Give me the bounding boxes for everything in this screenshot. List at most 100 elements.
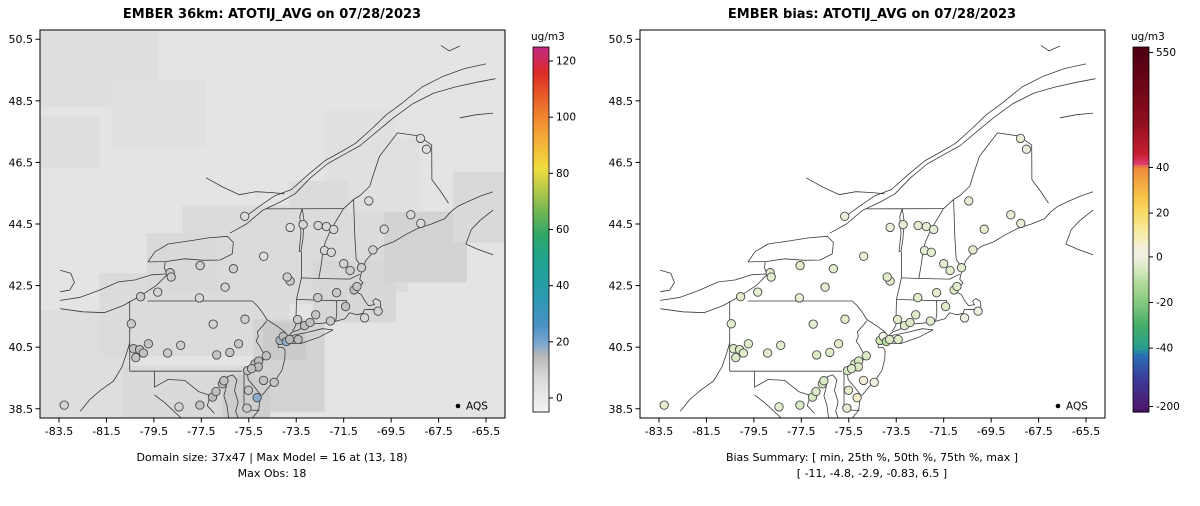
- station-marker: [841, 212, 849, 220]
- station-marker: [739, 349, 747, 357]
- station-marker: [357, 264, 365, 272]
- station-marker: [213, 351, 221, 359]
- station-marker: [139, 349, 147, 357]
- bias-caption-line-1: Bias Summary: [ min, 25th %, 50th %, 75t…: [726, 451, 1018, 464]
- x-tick-label: -67.5: [1024, 425, 1052, 438]
- station-marker: [860, 252, 868, 260]
- colorbar-tick-label: 20: [556, 336, 569, 348]
- station-marker: [813, 351, 821, 359]
- map-outline: [862, 341, 885, 396]
- station-marker: [885, 335, 893, 343]
- station-marker: [177, 341, 185, 349]
- raster-cell: [453, 172, 505, 243]
- x-tick-label: -77.5: [787, 425, 815, 438]
- station-marker: [332, 289, 340, 297]
- x-tick-label: -81.5: [692, 425, 720, 438]
- y-tick-label: 48.5: [609, 95, 634, 108]
- station-marker: [744, 340, 752, 348]
- station-marker: [812, 387, 820, 395]
- station-marker: [175, 403, 183, 411]
- model-panel: EMBER 36km: ATOTIJ_AVG on 07/28/2023 -83…: [0, 0, 600, 502]
- station-marker: [932, 289, 940, 297]
- station-marker: [930, 225, 938, 233]
- station-marker: [306, 318, 314, 326]
- map-outline: [954, 199, 962, 267]
- station-marker: [754, 288, 762, 296]
- x-tick-label: -73.5: [282, 425, 310, 438]
- y-tick-label: 48.5: [9, 95, 34, 108]
- axes-layer: -83.5-81.5-79.5-77.5-75.5-73.5-71.5-69.5…: [609, 30, 1106, 438]
- bias-panel-title: EMBER bias: ATOTIJ_AVG on 07/28/2023: [728, 7, 1016, 22]
- station-marker: [899, 220, 907, 228]
- station-marker: [299, 220, 307, 228]
- colorbar-tick-label: 550: [1156, 47, 1176, 59]
- colorbar-unit-label: ug/m3: [1131, 31, 1165, 43]
- station-marker: [821, 283, 829, 291]
- station-marker: [834, 340, 842, 348]
- y-tick-label: 40.5: [9, 341, 34, 354]
- map-outline: [660, 274, 767, 301]
- basemap-layer: [660, 45, 1095, 418]
- map-outline: [936, 301, 937, 322]
- map-outline: [919, 208, 944, 278]
- station-marker: [330, 225, 338, 233]
- x-tick-label: -67.5: [424, 425, 452, 438]
- y-tick-label: 42.5: [609, 280, 634, 293]
- station-marker: [167, 273, 175, 281]
- colorbar-tick-label: -20: [1156, 297, 1173, 309]
- station-marker: [196, 261, 204, 269]
- map-outline: [806, 178, 884, 195]
- colorbar-tick-label: 40: [556, 280, 569, 292]
- station-marker: [829, 265, 837, 273]
- station-marker: [132, 353, 140, 361]
- colorbar-tick-label: 60: [556, 224, 569, 236]
- stations-layer: [660, 134, 1031, 412]
- station-marker: [906, 318, 914, 326]
- station-marker: [60, 401, 68, 409]
- station-marker: [360, 314, 368, 322]
- map-outline: [748, 236, 834, 262]
- station-marker: [314, 221, 322, 229]
- station-marker: [417, 219, 425, 227]
- map-outline: [867, 320, 886, 333]
- map-outline: [1060, 113, 1093, 118]
- station-marker: [965, 197, 973, 205]
- station-marker: [960, 314, 968, 322]
- station-marker: [914, 221, 922, 229]
- station-marker: [212, 387, 220, 395]
- map-outline: [899, 209, 904, 252]
- station-marker: [163, 349, 171, 357]
- station-marker: [407, 211, 415, 219]
- station-marker: [914, 293, 922, 301]
- x-tick-label: -75.5: [235, 425, 263, 438]
- station-marker: [969, 246, 977, 254]
- map-outline: [1066, 210, 1093, 255]
- station-marker: [244, 386, 252, 394]
- station-marker: [209, 320, 217, 328]
- station-marker: [940, 260, 948, 268]
- y-tick-label: 38.5: [9, 403, 34, 416]
- x-tick-label: -77.5: [187, 425, 215, 438]
- x-tick-label: -81.5: [92, 425, 120, 438]
- x-tick-label: -65.5: [1072, 425, 1100, 438]
- station-marker: [285, 335, 293, 343]
- station-marker: [327, 248, 335, 256]
- station-marker: [844, 386, 852, 394]
- station-marker: [775, 403, 783, 411]
- station-marker: [346, 266, 354, 274]
- x-tick-label: -83.5: [45, 425, 73, 438]
- map-outline: [830, 79, 1096, 234]
- model-raster-layer: [40, 30, 505, 418]
- station-marker: [247, 365, 255, 373]
- station-marker: [796, 401, 804, 409]
- station-marker: [270, 378, 278, 386]
- x-tick-label: -79.5: [740, 425, 768, 438]
- station-marker: [841, 315, 849, 323]
- y-tick-label: 40.5: [609, 341, 634, 354]
- aqs-legend-dot: [1056, 404, 1061, 409]
- station-marker: [946, 266, 954, 274]
- station-marker: [767, 273, 775, 281]
- station-marker: [870, 378, 878, 386]
- station-marker: [260, 252, 268, 260]
